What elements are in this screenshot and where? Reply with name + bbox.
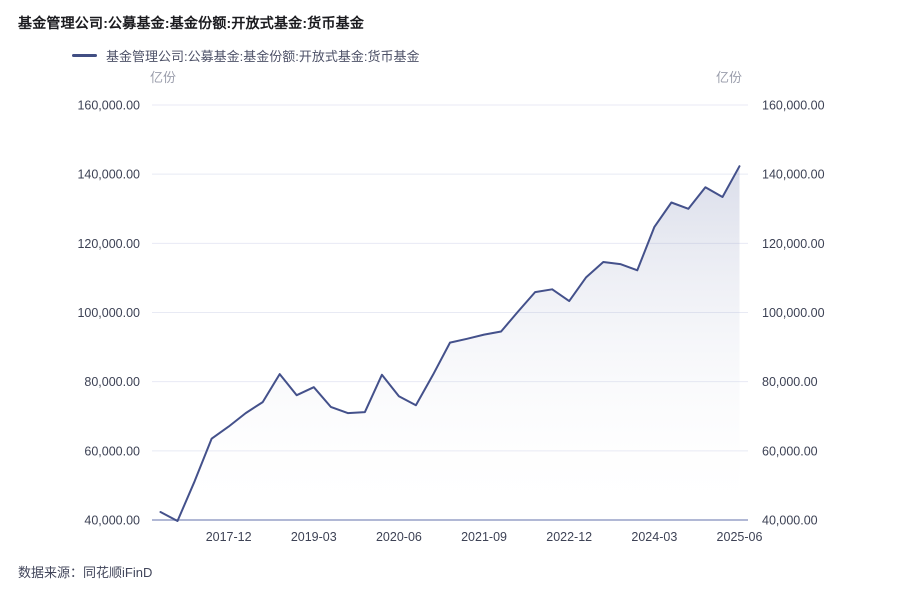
legend-item[interactable]: 基金管理公司:公募基金:基金份额:开放式基金:货币基金 <box>72 46 419 65</box>
y-axis-tick-label-right: 100,000.00 <box>762 306 825 320</box>
y-axis-tick-label-left: 80,000.00 <box>84 375 140 389</box>
legend-label: 基金管理公司:公募基金:基金份额:开放式基金:货币基金 <box>106 49 420 64</box>
y-axis-tick-label-right: 60,000.00 <box>762 444 818 458</box>
series-line <box>159 165 741 522</box>
x-axis-tick-label: 2021-09 <box>461 530 507 544</box>
y-axis-tick-label-left: 60,000.00 <box>84 444 140 458</box>
y-axis-tick-label-left: 40,000.00 <box>84 514 140 528</box>
y-axis-tick-label-left: 160,000.00 <box>77 99 140 113</box>
y-axis-labels-left: 40,000.00 60,000.00 80,000.00 100,000.00 120… <box>77 99 140 528</box>
x-axis-tick-label: 2025-06 <box>717 530 763 544</box>
x-axis-labels: 2017-12 2019-03 2020-06 2021-09 2022-12 2024-… <box>206 530 763 544</box>
y-axis-unit-left: 亿份 <box>150 70 177 85</box>
x-axis-tick-label: 2020-06 <box>376 530 422 544</box>
x-axis-tick-label: 2017-12 <box>206 530 252 544</box>
x-axis-tick-label: 2022-12 <box>546 530 592 544</box>
x-axis-tick-label: 2024-03 <box>631 530 677 544</box>
y-axis-tick-label-right: 120,000.00 <box>762 237 825 251</box>
y-axis-tick-label-left: 140,000.00 <box>77 168 140 182</box>
y-axis-labels-right: 40,000.00 60,000.00 80,000.00 100,000.00 120… <box>762 99 825 528</box>
y-axis-tick-label-right: 80,000.00 <box>762 375 818 389</box>
data-source-note: 数据来源：同花顺iFinD <box>18 565 153 580</box>
y-axis-tick-label-right: 140,000.00 <box>762 168 825 182</box>
legend-line-marker-icon <box>72 54 97 57</box>
x-axis-tick-label: 2019-03 <box>291 530 337 544</box>
y-axis-tick-label-right: 160,000.00 <box>762 99 825 113</box>
y-axis-tick-label-right: 40,000.00 <box>762 514 818 528</box>
chart-title: 基金管理公司:公募基金:基金份额:开放式基金:货币基金 <box>18 15 365 31</box>
y-axis-tick-label-left: 100,000.00 <box>77 306 140 320</box>
y-axis-tick-label-left: 120,000.00 <box>77 237 140 251</box>
y-axis-unit-right: 亿份 <box>716 70 743 85</box>
